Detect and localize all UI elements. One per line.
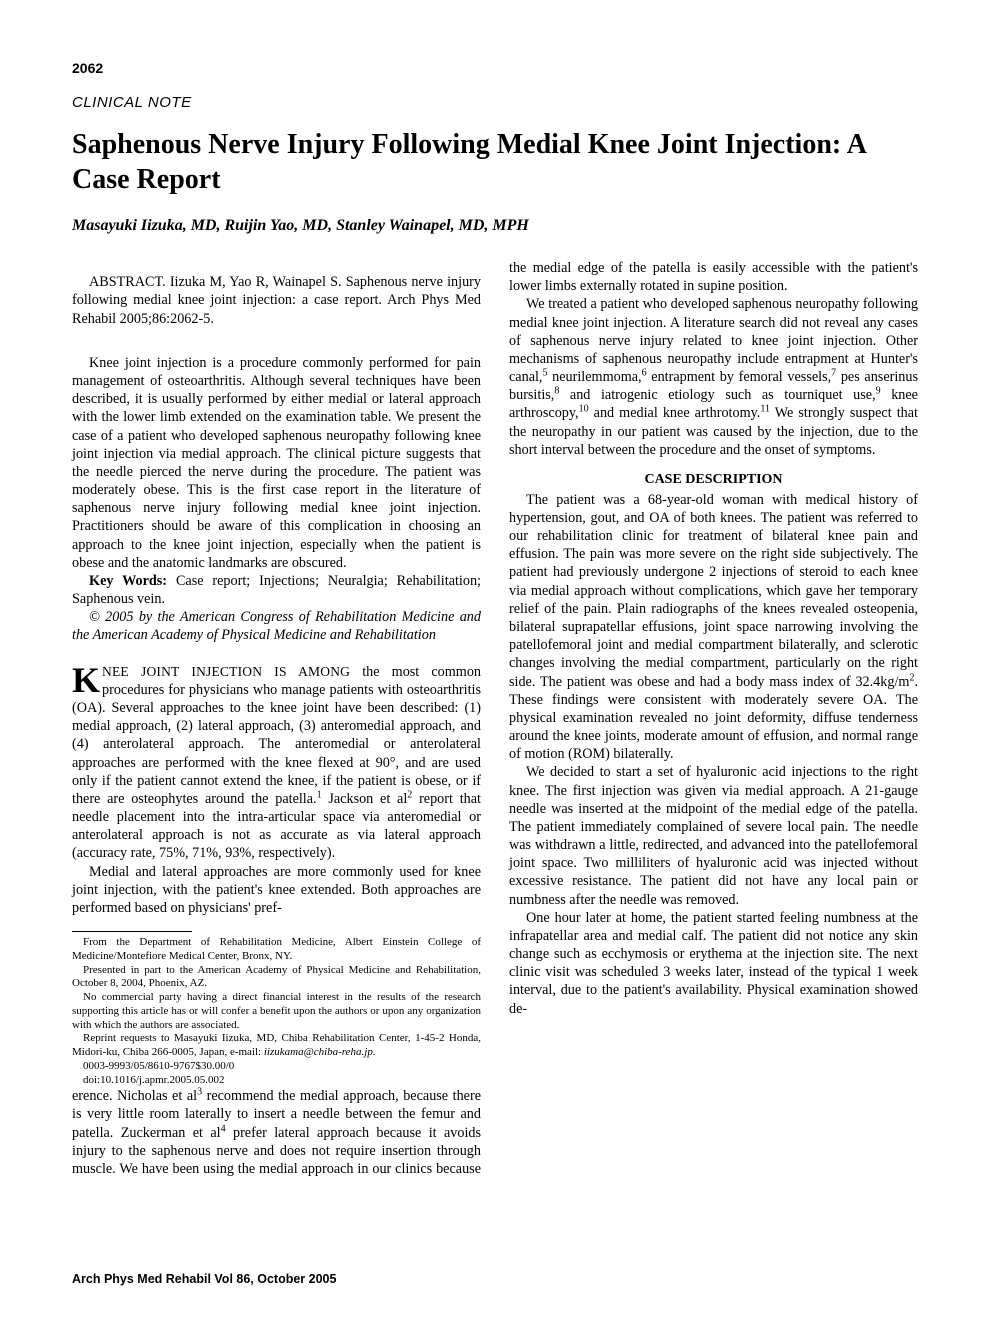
intro-p2: Medial and lateral approaches are more c… [72, 863, 481, 918]
case-p3: One hour later at home, the patient star… [509, 909, 918, 1018]
footnotes-block: From the Department of Rehabilitation Me… [72, 936, 481, 1087]
intro-p1: KNEE JOINT INJECTION IS AMONG the most c… [72, 663, 481, 863]
footnote-disclosure: No commercial party having a direct fina… [72, 991, 481, 1032]
col2-p2: We treated a patient who developed saphe… [509, 295, 918, 459]
case-p2: We decided to start a set of hyaluronic … [509, 763, 918, 908]
intro-p1-tail: the most common procedures for physician… [72, 664, 481, 807]
col2-p1a: erence. Nicholas et al [72, 1088, 197, 1104]
section-label: CLINICAL NOTE [72, 94, 918, 111]
keywords-line: Key Words: Case report; Injections; Neur… [72, 572, 481, 608]
page-number: 2062 [72, 60, 918, 76]
footnote-reprint: Reprint requests to Masayuki Iizuka, MD,… [72, 1032, 481, 1060]
article-title: Saphenous Nerve Injury Following Medial … [72, 127, 918, 197]
col2-p2e: and iatrogenic etiology such as tourniqu… [559, 387, 875, 403]
intro-p1-tail2: Jackson et al [322, 791, 408, 807]
keywords-label: Key Words: [89, 573, 167, 589]
col2-p2c: entrapment by femoral vessels, [647, 369, 832, 385]
authors-line: Masayuki Iizuka, MD, Ruijin Yao, MD, Sta… [72, 217, 918, 235]
case-description-heading: CASE DESCRIPTION [509, 471, 918, 489]
ref-10: 10 [579, 404, 589, 415]
footnote-rule [72, 931, 192, 932]
abstract-body: Knee joint injection is a procedure comm… [72, 354, 481, 572]
copyright-line: © 2005 by the American Congress of Rehab… [72, 608, 481, 644]
footnote-presented: Presented in part to the American Academ… [72, 964, 481, 992]
ref-11: 11 [760, 404, 770, 415]
case-p1a: The patient was a 68-year-old woman with… [509, 492, 918, 690]
footnote-issn: 0003-9993/05/8610-9767$30.00/0 [72, 1060, 481, 1074]
abstract-citation: ABSTRACT. Iizuka M, Yao R, Wainapel S. S… [72, 273, 481, 328]
footnote-affiliation: From the Department of Rehabilitation Me… [72, 936, 481, 964]
col2-p2g: and medial knee arthrotomy. [589, 405, 761, 421]
journal-footer: Arch Phys Med Rehabil Vol 86, October 20… [72, 1272, 336, 1286]
dropcap: K [72, 663, 102, 696]
case-p1: The patient was a 68-year-old woman with… [509, 491, 918, 764]
body-columns: ABSTRACT. Iizuka M, Yao R, Wainapel S. S… [72, 259, 918, 1194]
intro-smallcaps: NEE JOINT INJECTION IS AMONG [102, 664, 350, 679]
footnote-doi: doi:10.1016/j.apmr.2005.05.002 [72, 1074, 481, 1088]
footnote-email: iizukama@chiba-reha.jp. [264, 1046, 376, 1058]
col2-p2b: neurilemmoma, [547, 369, 641, 385]
